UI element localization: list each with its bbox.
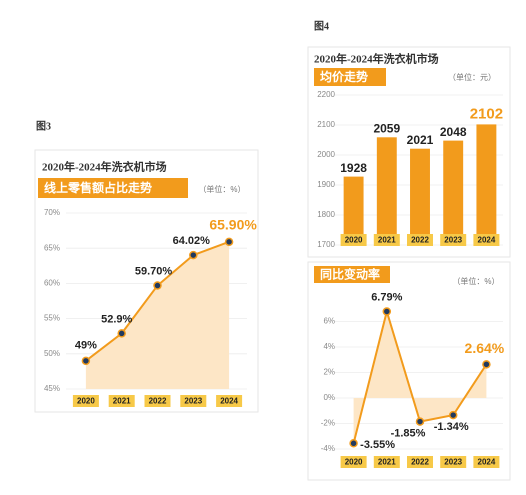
x-tick-label: 2022 (149, 397, 167, 406)
value-label: 2102 (470, 105, 503, 122)
point (224, 237, 234, 247)
x-tick-box (216, 395, 243, 407)
x-tick-label: 2023 (184, 397, 202, 406)
x-tick-label: 2021 (378, 236, 396, 245)
x-tick-label: 2022 (411, 236, 429, 245)
value-label: 65.90% (209, 217, 257, 233)
x-tick-label: 2023 (444, 458, 462, 467)
chart-subtitle: 线上零售额占比走势 (44, 180, 152, 195)
y-tick-label: 60% (44, 279, 60, 288)
point (382, 307, 392, 316)
value-label: 64.02% (173, 235, 211, 247)
x-tick-box (373, 456, 400, 468)
x-tick-label: 2020 (77, 397, 95, 406)
value-label: 1928 (340, 161, 367, 175)
value-label: 52.9% (101, 313, 132, 325)
y-tick-label: 70% (44, 208, 60, 217)
y-tick-label: 2200 (317, 90, 335, 99)
point (189, 250, 198, 260)
y-tick-label: 0% (323, 393, 335, 402)
bar (410, 148, 430, 245)
y-tick-label: 1700 (317, 240, 335, 249)
x-tick-label: 2022 (411, 458, 429, 467)
x-tick-box (340, 456, 367, 468)
x-tick-box (407, 456, 433, 468)
y-tick-label: 2100 (317, 120, 335, 129)
figure-label: 图4 (314, 20, 329, 32)
x-tick-label: 2020 (345, 236, 363, 245)
value-label: 2.64% (465, 340, 505, 356)
unit-label: （单位：%） (452, 276, 499, 286)
point (415, 417, 425, 426)
x-tick-box (440, 456, 467, 468)
value-label: 59.70% (135, 265, 173, 277)
point (153, 281, 162, 290)
value-label: 6.79% (371, 291, 402, 303)
y-tick-label: 45% (44, 384, 60, 393)
point (81, 356, 91, 366)
y-tick-label: 2% (323, 368, 335, 377)
x-tick-label: 2021 (113, 397, 131, 406)
bar (376, 137, 397, 245)
y-tick-label: 6% (323, 317, 335, 326)
bar (343, 176, 364, 245)
x-tick-box (407, 234, 433, 246)
x-tick-box (440, 234, 467, 246)
x-tick-box (108, 395, 135, 407)
value-label: 2059 (373, 121, 400, 135)
chart-title: 2020年-2024年洗衣机市场 (314, 52, 439, 66)
y-tick-label: 1900 (317, 180, 335, 189)
point (482, 360, 491, 369)
point (117, 329, 126, 338)
y-tick-label: 55% (44, 314, 60, 323)
unit-label: （单位：元） (448, 72, 496, 82)
value-label: -1.34% (434, 421, 469, 433)
x-tick-box (72, 395, 99, 407)
title-banner (38, 178, 188, 198)
chart-subtitle: 均价走势 (320, 69, 368, 84)
x-tick-box (473, 234, 500, 246)
x-tick-label: 2023 (444, 236, 462, 245)
panel-frame (307, 261, 511, 481)
title-banner (314, 68, 386, 86)
figure-label: 图3 (36, 120, 51, 132)
y-tick-label: -4% (321, 444, 335, 453)
point (448, 410, 458, 420)
x-tick-box (340, 234, 367, 246)
x-tick-label: 2024 (220, 397, 238, 406)
x-tick-label: 2020 (345, 458, 363, 467)
x-tick-label: 2024 (478, 458, 496, 467)
point (349, 439, 358, 448)
value-label: -1.85% (391, 428, 426, 440)
value-label: 49% (75, 340, 97, 352)
x-tick-label: 2024 (478, 236, 496, 245)
x-tick-box (144, 395, 171, 407)
x-tick-label: 2021 (378, 458, 396, 467)
value-label: 2021 (407, 133, 434, 147)
bar (476, 124, 497, 245)
title-banner (314, 266, 390, 283)
area (353, 311, 487, 444)
y-tick-label: 65% (44, 243, 60, 252)
unit-label: （单位：%） (198, 184, 245, 194)
x-tick-box (473, 456, 500, 468)
y-tick-label: -2% (321, 419, 335, 428)
y-tick-label: 2000 (317, 150, 335, 159)
area (85, 241, 230, 389)
x-tick-box (180, 395, 207, 407)
y-tick-label: 50% (44, 349, 60, 358)
chart-subtitle: 同比变动率 (320, 267, 380, 282)
x-tick-box (373, 234, 400, 246)
value-label: -3.55% (360, 439, 395, 451)
bar (443, 140, 464, 245)
chart-title: 2020年-2024年洗衣机市场 (42, 160, 167, 174)
y-tick-label: 4% (323, 342, 335, 351)
y-tick-label: 1800 (317, 210, 335, 219)
value-label: 2048 (440, 125, 467, 139)
